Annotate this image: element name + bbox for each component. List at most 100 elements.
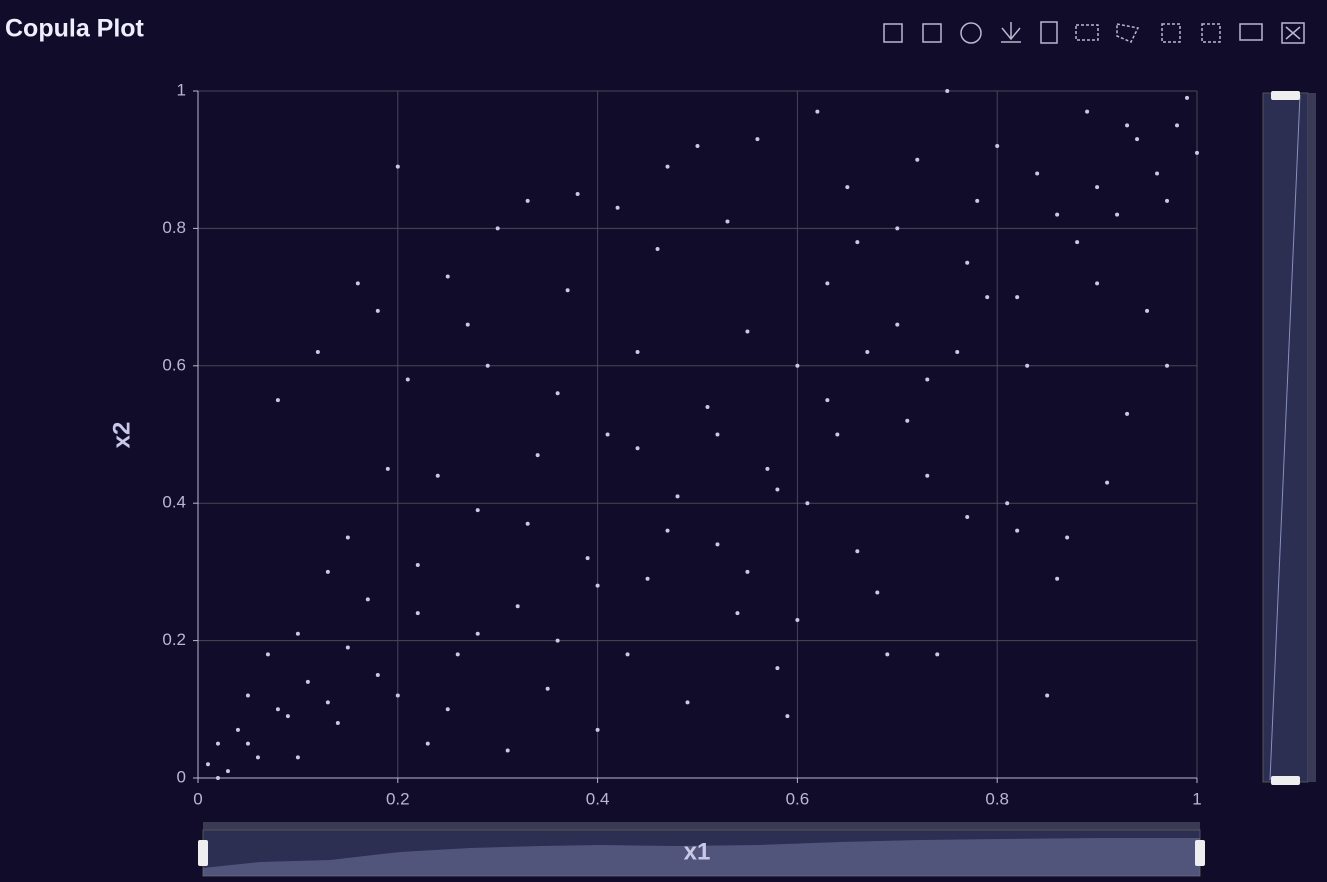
- point: [1015, 295, 1020, 300]
- y-zoom-slider[interactable]: [1262, 91, 1316, 785]
- slider-bar[interactable]: [1308, 93, 1316, 782]
- x-tick-label: 0: [193, 789, 202, 808]
- point: [1165, 363, 1170, 368]
- point: [695, 143, 700, 148]
- point: [485, 363, 490, 368]
- point: [595, 583, 600, 588]
- point: [845, 185, 850, 190]
- point: [895, 322, 900, 327]
- point: [545, 686, 550, 691]
- toolbox: [883, 21, 1305, 44]
- point: [225, 769, 230, 774]
- point: [735, 611, 740, 616]
- point: [245, 693, 250, 698]
- tool-icon[interactable]: [1201, 23, 1221, 43]
- point: [955, 350, 960, 355]
- point: [315, 350, 320, 355]
- point: [625, 652, 630, 657]
- point: [215, 741, 220, 746]
- point: [965, 514, 970, 519]
- tool-icon[interactable]: [1040, 21, 1058, 44]
- point: [275, 707, 280, 712]
- chart-title: Copula Plot: [5, 15, 145, 43]
- tool-icon[interactable]: [883, 23, 903, 43]
- point: [725, 219, 730, 224]
- point: [475, 631, 480, 636]
- point: [745, 329, 750, 334]
- point: [1035, 171, 1040, 176]
- point: [675, 494, 680, 499]
- point: [285, 714, 290, 719]
- point: [1185, 95, 1190, 100]
- tool-icon[interactable]: [922, 23, 942, 43]
- point: [375, 672, 380, 677]
- point: [1055, 576, 1060, 581]
- point: [375, 308, 380, 313]
- point: [345, 645, 350, 650]
- tool-icon[interactable]: [1239, 23, 1263, 41]
- point: [805, 501, 810, 506]
- point: [235, 727, 240, 732]
- point: [1045, 693, 1050, 698]
- point: [925, 473, 930, 478]
- point: [445, 707, 450, 712]
- point: [415, 563, 420, 568]
- point: [895, 226, 900, 231]
- point: [1015, 528, 1020, 533]
- point: [755, 137, 760, 142]
- point: [295, 631, 300, 636]
- point: [795, 617, 800, 622]
- slider-shadow: [203, 838, 1200, 876]
- point: [445, 274, 450, 279]
- tool-icon[interactable]: [1001, 22, 1021, 43]
- tool-icon[interactable]: [1281, 22, 1305, 44]
- tool-icon[interactable]: [960, 22, 982, 44]
- point: [325, 700, 330, 705]
- point: [945, 89, 950, 93]
- point: [565, 288, 570, 293]
- point: [1065, 535, 1070, 540]
- point: [875, 590, 880, 595]
- x-zoom-slider[interactable]: [198, 822, 1205, 877]
- point: [825, 398, 830, 403]
- point: [715, 542, 720, 547]
- point: [1135, 137, 1140, 142]
- point: [505, 748, 510, 753]
- point: [395, 693, 400, 698]
- point: [355, 281, 360, 286]
- tool-icon[interactable]: [1161, 23, 1181, 43]
- point: [265, 652, 270, 657]
- point: [555, 391, 560, 396]
- point: [515, 604, 520, 609]
- tool-icon[interactable]: [1116, 23, 1140, 43]
- x-tick-label: 0.6: [786, 789, 810, 808]
- point: [885, 652, 890, 657]
- x-tick-label: 0.4: [586, 789, 610, 808]
- point: [985, 295, 990, 300]
- x-tick-label: 1: [1192, 789, 1201, 808]
- point: [495, 226, 500, 231]
- slider-handle[interactable]: [1271, 91, 1300, 100]
- point: [435, 473, 440, 478]
- point: [715, 432, 720, 437]
- point: [655, 247, 660, 252]
- slider-handle[interactable]: [1271, 776, 1300, 785]
- point: [405, 377, 410, 382]
- point: [635, 446, 640, 451]
- point: [615, 205, 620, 210]
- slider-bar[interactable]: [203, 822, 1200, 830]
- tool-icon[interactable]: [1075, 24, 1099, 41]
- point: [995, 143, 1000, 148]
- point: [215, 776, 220, 780]
- slider-handle[interactable]: [198, 840, 208, 866]
- point: [785, 714, 790, 719]
- point: [935, 652, 940, 657]
- point: [775, 666, 780, 671]
- point: [1025, 363, 1030, 368]
- y-tick-label: 1: [177, 80, 186, 99]
- slider-handle[interactable]: [1195, 840, 1205, 866]
- point: [595, 727, 600, 732]
- point: [305, 679, 310, 684]
